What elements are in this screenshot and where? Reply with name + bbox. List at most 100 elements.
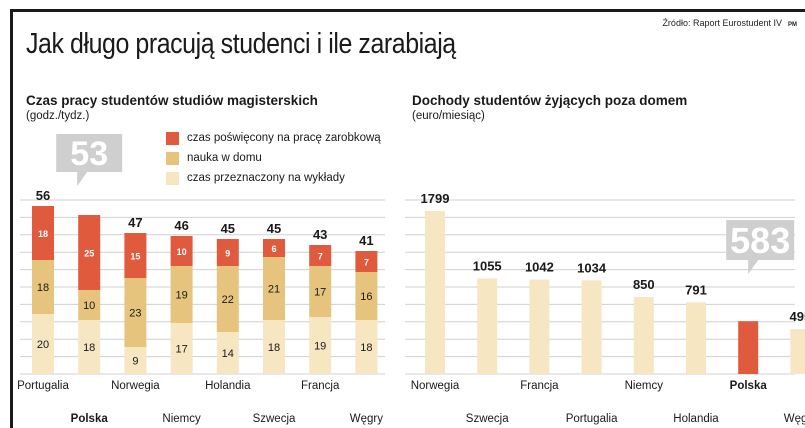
bar-label-polska-study: 10: [83, 300, 95, 312]
category-label-wegry: Węgry: [350, 413, 383, 425]
bar-polska-lectures: [78, 320, 101, 374]
legend-swatch-study: [166, 151, 179, 165]
legend-item-work: czas poświęcony na pracę zarobkową: [166, 128, 381, 148]
total-label-francja: 43: [313, 227, 327, 242]
bar-label-holandia-work: 9: [225, 249, 230, 259]
bar-polska-study: [78, 290, 101, 320]
category-label-niemcy: Niemcy: [162, 413, 201, 425]
total-label-wegry: 41: [359, 233, 373, 248]
source-text: Źródło: Raport Eurostudent IV: [662, 18, 782, 28]
income-category-portugalia: Portugalia: [566, 413, 618, 425]
legend-label-study: nauka w domu: [187, 152, 262, 164]
bar-wegry-study: [355, 272, 378, 320]
income-value-portugalia: 1034: [577, 260, 607, 275]
income-value-norwegia: 1799: [421, 191, 450, 206]
bar-wegry-work: [355, 251, 378, 272]
bar-label-szwecja-work: 6: [271, 244, 276, 254]
category-label-szwecja: Szwecja: [253, 413, 296, 425]
total-label-szwecja: 45: [267, 221, 281, 236]
income-bar-norwegia: [425, 211, 445, 374]
income-category-holandia: Holandia: [673, 413, 719, 425]
bar-niemcy-study: [170, 266, 193, 323]
bar-portugalia-study: [32, 260, 54, 314]
bar-holandia-work: [216, 239, 239, 266]
bar-francja-work: [309, 245, 332, 266]
bar-niemcy-work: [170, 236, 193, 266]
category-label-polska: Polska: [71, 413, 109, 425]
income-bar-portugalia: [581, 280, 602, 374]
legend-item-study: nauka w domu: [166, 148, 381, 168]
bar-label-norwegia-study: 23: [129, 308, 141, 320]
bar-label-polska-work: 25: [84, 249, 94, 259]
total-label-holandia: 45: [221, 221, 235, 236]
frame-top-rule: [10, 9, 805, 12]
work-chart-callout-box: [56, 134, 123, 186]
legend-swatch-work: [166, 131, 179, 145]
income-chart-callout-box: [726, 220, 795, 274]
bar-holandia-study: [216, 266, 239, 332]
bar-wegry-lectures: [355, 320, 378, 374]
frame-left-rule: [10, 9, 13, 428]
income-chart-unit: (euro/miesiąc): [412, 110, 485, 122]
income-category-norwegia: Norwegia: [411, 380, 460, 392]
bar-polska-work: [78, 215, 101, 290]
income-bar-polska: [738, 321, 759, 374]
category-label-holandia: Holandia: [205, 380, 251, 392]
total-label-norwegia: 47: [128, 215, 142, 230]
work-chart-callout-value: 53: [70, 135, 108, 173]
bar-szwecja-work: [263, 239, 285, 257]
bar-label-szwecja-lectures: 18: [268, 342, 280, 354]
bar-francja-study: [309, 266, 332, 317]
bar-label-niemcy-lectures: 17: [175, 344, 187, 356]
bar-szwecja-lectures: [263, 320, 285, 374]
bar-label-holandia-lectures: 14: [222, 348, 234, 360]
bar-holandia-lectures: [216, 332, 239, 374]
income-category-szwecja: Szwecja: [466, 413, 509, 425]
legend-item-lectures: czas przeznaczony na wykłady: [166, 168, 381, 188]
bar-label-francja-lectures: 19: [314, 341, 326, 353]
income-category-francja: Francja: [520, 380, 559, 392]
bar-label-portugalia-work: 18: [38, 229, 48, 239]
income-bar-szwecja: [477, 278, 498, 374]
category-label-norwegia: Norwegia: [111, 380, 160, 392]
income-category-niemcy: Niemcy: [625, 380, 664, 392]
bar-label-szwecja-study: 21: [268, 284, 280, 296]
total-label-niemcy: 46: [174, 218, 188, 233]
legend-swatch-lectures: [166, 171, 179, 185]
main-title: Jak długo pracują studenci i ile zarabia…: [26, 28, 456, 60]
bar-label-holandia-study: 22: [222, 294, 234, 306]
bar-niemcy-lectures: [170, 323, 193, 374]
bar-norwegia-lectures: [124, 347, 147, 374]
bar-label-wegry-study: 16: [360, 291, 372, 303]
bar-label-norwegia-work: 15: [130, 252, 140, 262]
bar-label-portugalia-study: 18: [37, 282, 49, 294]
income-value-szwecja: 1055: [473, 258, 502, 273]
income-category-wegry: Węgry: [784, 413, 805, 425]
work-chart-legend: czas poświęcony na pracę zarobkową nauka…: [166, 128, 381, 188]
bar-norwegia-study: [124, 278, 147, 347]
work-chart-unit: (godz./tydz.): [26, 110, 90, 122]
income-bar-niemcy: [633, 296, 654, 374]
bar-label-norwegia-lectures: 9: [132, 356, 138, 368]
bar-label-wegry-lectures: 18: [360, 342, 372, 354]
legend-label-lectures: czas przeznaczony na wykłady: [187, 172, 345, 184]
income-value-holandia: 791: [685, 282, 707, 297]
income-value-niemcy: 850: [633, 277, 655, 292]
income-bar-holandia: [686, 302, 706, 374]
bar-portugalia-lectures: [32, 314, 54, 374]
income-bar-francja: [529, 279, 550, 374]
bar-label-portugalia-lectures: 20: [37, 339, 49, 351]
bar-label-francja-study: 17: [314, 287, 326, 299]
category-label-portugalia: Portugalia: [17, 380, 69, 392]
income-value-francja: 1042: [525, 260, 554, 275]
income-category-polska: Polska: [730, 380, 768, 392]
bar-label-francja-work: 7: [318, 252, 323, 262]
work-chart-title: Czas pracy studentów studiów magisterski…: [26, 93, 318, 108]
bar-label-wegry-work: 7: [364, 258, 369, 268]
bar-szwecja-study: [263, 257, 285, 320]
bar-portugalia-work: [32, 206, 54, 260]
source-mark: PM: [788, 22, 797, 28]
income-chart-title: Dochody studentów żyjących poza domem: [412, 93, 688, 108]
bar-label-niemcy-study: 19: [175, 290, 187, 302]
